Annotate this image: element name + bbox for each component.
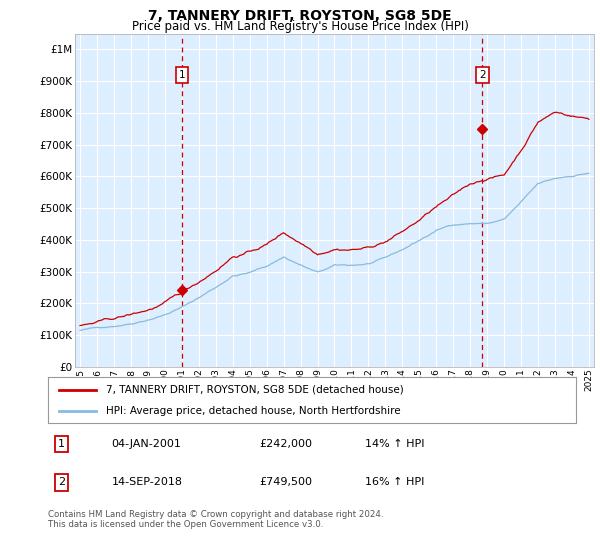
Text: 16% ↑ HPI: 16% ↑ HPI xyxy=(365,478,424,487)
Text: 1: 1 xyxy=(58,439,65,449)
Text: Price paid vs. HM Land Registry's House Price Index (HPI): Price paid vs. HM Land Registry's House … xyxy=(131,20,469,33)
Text: HPI: Average price, detached house, North Hertfordshire: HPI: Average price, detached house, Nort… xyxy=(106,407,401,416)
Text: 7, TANNERY DRIFT, ROYSTON, SG8 5DE (detached house): 7, TANNERY DRIFT, ROYSTON, SG8 5DE (deta… xyxy=(106,385,404,395)
Text: 2: 2 xyxy=(58,478,65,487)
Text: 2: 2 xyxy=(479,70,485,80)
Text: 14% ↑ HPI: 14% ↑ HPI xyxy=(365,439,424,449)
Text: £242,000: £242,000 xyxy=(259,439,312,449)
Text: 14-SEP-2018: 14-SEP-2018 xyxy=(112,478,182,487)
Text: 7, TANNERY DRIFT, ROYSTON, SG8 5DE: 7, TANNERY DRIFT, ROYSTON, SG8 5DE xyxy=(148,9,452,23)
Text: 1: 1 xyxy=(179,70,185,80)
Text: £749,500: £749,500 xyxy=(259,478,312,487)
Text: Contains HM Land Registry data © Crown copyright and database right 2024.
This d: Contains HM Land Registry data © Crown c… xyxy=(48,510,383,529)
Text: 04-JAN-2001: 04-JAN-2001 xyxy=(112,439,181,449)
